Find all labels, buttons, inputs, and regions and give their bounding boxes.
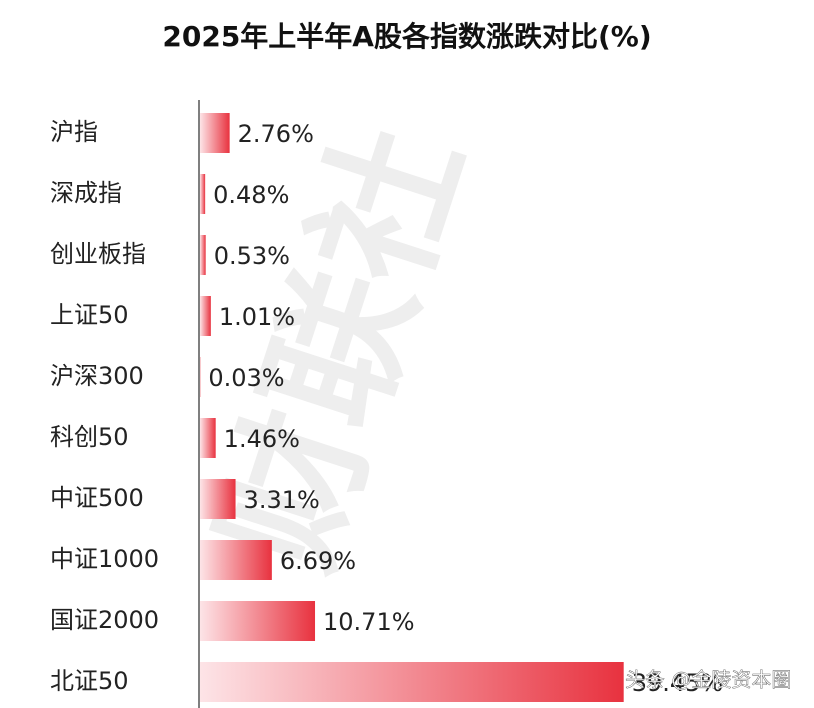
category-label: 中证1000 bbox=[50, 545, 159, 573]
category-label: 中证500 bbox=[50, 484, 144, 512]
bars: 沪指 2.76% 深成指 0.48% 创业板指 0.53% 上证50 1.01% 沪深300 0.… bbox=[50, 113, 723, 702]
category-label: 国证2000 bbox=[50, 606, 159, 634]
value-label: 1.01% bbox=[219, 303, 295, 331]
category-label: 上证50 bbox=[50, 301, 129, 329]
watermark: 头条 @金陵资本圈 bbox=[625, 668, 791, 692]
bar bbox=[200, 113, 230, 153]
value-label: 39.45% bbox=[632, 669, 724, 697]
bar bbox=[200, 601, 316, 641]
value-label: 2.76% bbox=[238, 120, 314, 148]
value-label: 6.69% bbox=[280, 547, 356, 575]
category-label: 深成指 bbox=[50, 179, 122, 207]
category-label: 创业板指 bbox=[50, 240, 146, 268]
bar bbox=[200, 296, 211, 336]
value-label: 0.53% bbox=[214, 242, 290, 270]
category-label: 科创50 bbox=[50, 423, 129, 451]
bar bbox=[200, 479, 236, 519]
category-label: 沪指 bbox=[50, 118, 98, 146]
bar bbox=[200, 174, 206, 214]
value-label: 1.46% bbox=[224, 425, 300, 453]
category-label: 北证50 bbox=[50, 667, 129, 695]
chart-title: 2025年上半年A股各指数涨跌对比(%) bbox=[162, 20, 651, 53]
bar bbox=[200, 662, 624, 702]
bar bbox=[200, 418, 216, 458]
bar bbox=[200, 540, 272, 580]
bar bbox=[200, 235, 206, 275]
value-label: 3.31% bbox=[244, 486, 320, 514]
category-label: 沪深300 bbox=[50, 362, 144, 390]
value-label: 0.03% bbox=[208, 364, 284, 392]
value-label: 10.71% bbox=[323, 608, 415, 636]
value-label: 0.48% bbox=[213, 181, 289, 209]
